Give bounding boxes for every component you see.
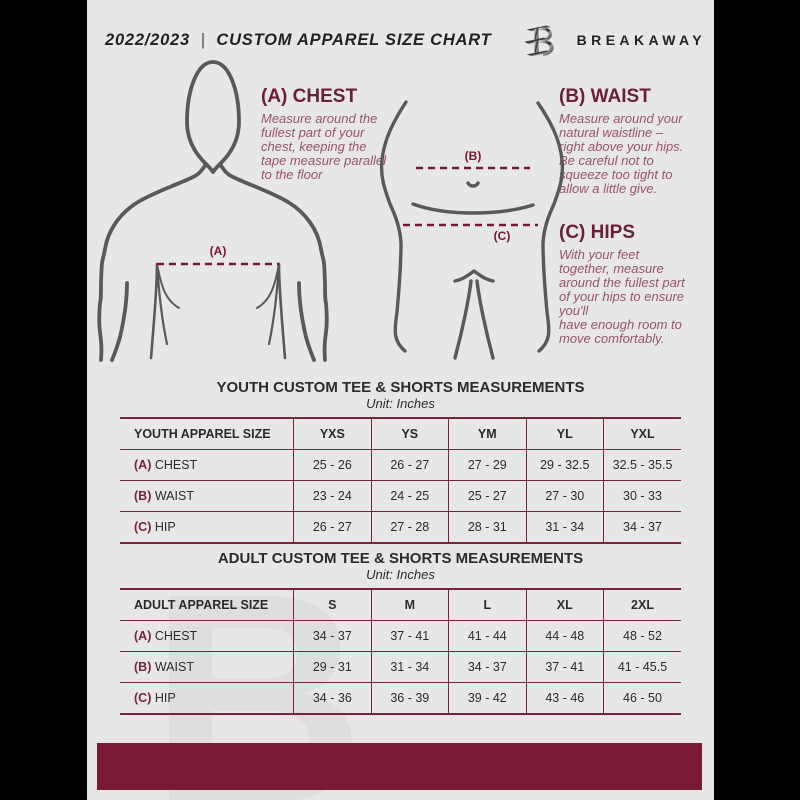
svg-text:(B): (B): [465, 149, 482, 163]
svg-text:(C): (C): [494, 229, 511, 243]
